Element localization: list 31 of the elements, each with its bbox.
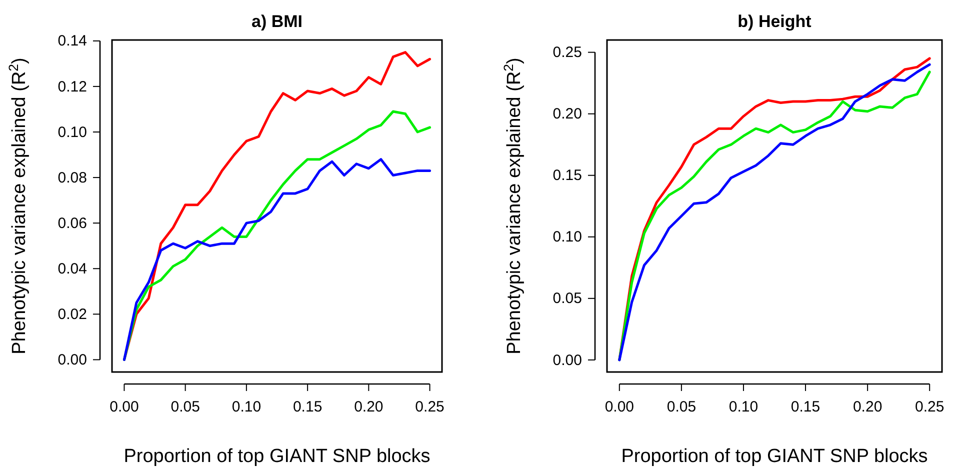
x-tick-label: 0.10 bbox=[232, 398, 262, 416]
y-tick-label: 0.00 bbox=[552, 352, 582, 369]
y-tick-label: 0.12 bbox=[58, 78, 87, 96]
x-tick-label: 0.20 bbox=[852, 398, 882, 416]
chart-title: b) Height bbox=[738, 12, 812, 31]
y-tick-label: 0.15 bbox=[552, 167, 582, 184]
line-series bbox=[122, 158, 432, 361]
y-tick-label: 0.00 bbox=[58, 352, 87, 369]
y-tick-label: 0.04 bbox=[58, 260, 87, 278]
x-tick-label: 0.25 bbox=[914, 398, 944, 416]
x-tick-label: 0.15 bbox=[790, 398, 820, 416]
y-tick-label: 0.08 bbox=[58, 169, 87, 186]
y-tick-label: 0.05 bbox=[552, 290, 582, 308]
y-tick-label: 0.02 bbox=[58, 306, 87, 323]
x-tick-label: 0.25 bbox=[415, 398, 444, 416]
x-tick-label: 0.20 bbox=[354, 398, 384, 416]
y-tick-label: 0.25 bbox=[552, 44, 582, 62]
y-tick-label: 0.20 bbox=[552, 106, 582, 123]
chart-title: a) BMI bbox=[252, 12, 302, 31]
x-axis-title: Proportion of top GIANT SNP blocks bbox=[124, 446, 430, 467]
x-tick-label: 0.05 bbox=[666, 398, 696, 416]
x-tick-label: 0.05 bbox=[170, 398, 200, 416]
x-axis-title: Proportion of top GIANT SNP blocks bbox=[621, 446, 928, 467]
x-tick-label: 0.15 bbox=[292, 398, 322, 416]
x-tick-label: 0.10 bbox=[728, 398, 758, 416]
y-tick-label: 0.06 bbox=[58, 214, 87, 232]
y-tick-label: 0.14 bbox=[58, 32, 87, 50]
y-tick-label: 0.10 bbox=[58, 124, 87, 141]
x-tick-label: 0.00 bbox=[110, 398, 139, 416]
x-tick-label: 0.00 bbox=[604, 398, 634, 416]
y-tick-label: 0.10 bbox=[552, 228, 582, 246]
